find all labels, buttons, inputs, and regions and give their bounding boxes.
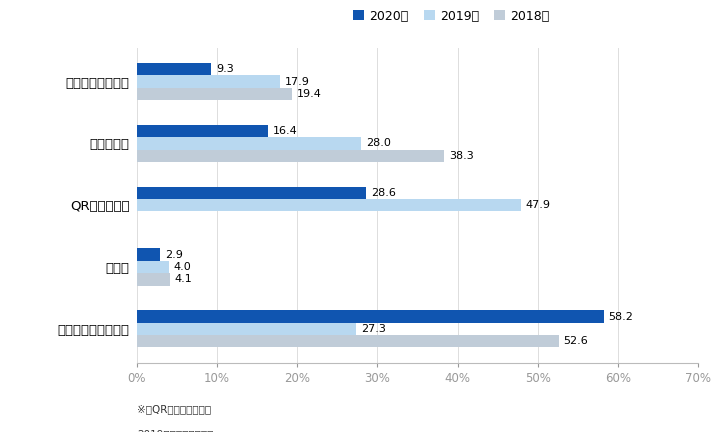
Text: 16.4: 16.4 — [273, 126, 298, 136]
Bar — [137, 273, 170, 286]
Text: 52.6: 52.6 — [564, 336, 588, 346]
Bar — [137, 125, 269, 137]
Text: 58.2: 58.2 — [608, 311, 634, 321]
Text: ※「QRコード決済」は: ※「QRコード決済」は — [137, 404, 211, 414]
Text: 28.0: 28.0 — [366, 138, 391, 148]
Bar — [137, 149, 444, 162]
Bar — [137, 323, 356, 335]
Bar — [137, 63, 212, 75]
Bar — [137, 248, 160, 261]
Text: 2019年度調査より追加: 2019年度調査より追加 — [137, 429, 213, 432]
Legend: 2020年, 2019年, 2018年: 2020年, 2019年, 2018年 — [353, 10, 549, 22]
Text: 28.6: 28.6 — [371, 188, 396, 198]
Text: 38.3: 38.3 — [449, 151, 474, 161]
Bar — [137, 310, 604, 323]
Bar — [137, 75, 280, 88]
Text: 2.9: 2.9 — [165, 250, 183, 260]
Bar — [137, 261, 169, 273]
Text: 9.3: 9.3 — [216, 64, 234, 74]
Bar — [137, 187, 366, 199]
Text: 47.9: 47.9 — [526, 200, 551, 210]
Bar — [137, 199, 521, 211]
Bar — [137, 88, 292, 100]
Text: 4.0: 4.0 — [174, 262, 192, 272]
Text: 27.3: 27.3 — [361, 324, 385, 334]
Bar — [137, 137, 361, 149]
Text: 17.9: 17.9 — [285, 76, 310, 86]
Text: 4.1: 4.1 — [174, 274, 192, 284]
Bar — [137, 335, 559, 347]
Text: 19.4: 19.4 — [297, 89, 322, 99]
